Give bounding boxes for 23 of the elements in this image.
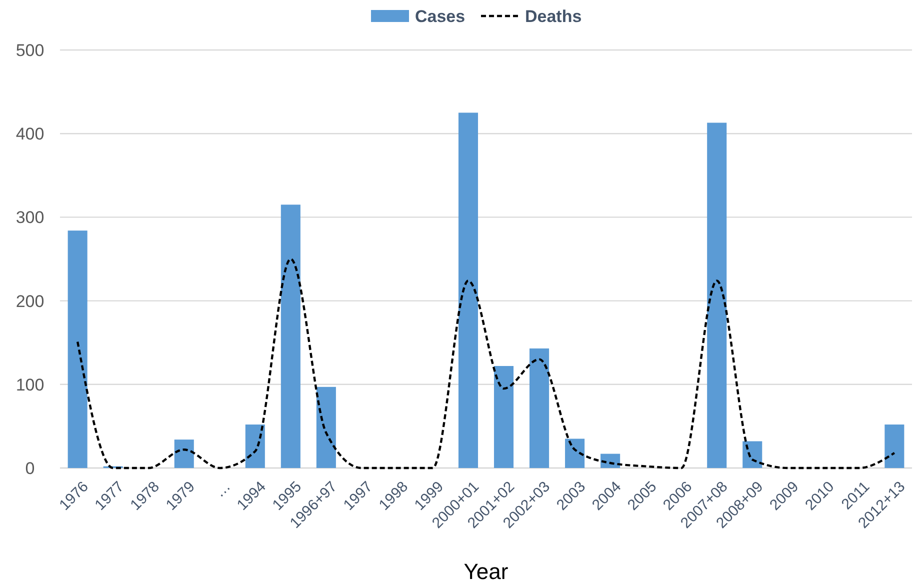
bar [245,424,265,468]
bar [458,112,478,468]
bar [530,348,550,468]
y-tick-label: 500 [16,40,44,60]
y-tick-label: 400 [16,124,44,144]
bar [742,441,762,468]
y-tick-label: 100 [16,375,44,394]
x-tick-label: … [211,478,234,501]
legend-label: Cases [415,6,466,26]
bar [280,204,300,468]
legend-label: Deaths [525,6,582,26]
bar [316,386,336,468]
bar [707,122,727,468]
x-axis-title: Year [464,559,508,584]
y-tick-label: 200 [16,292,44,311]
bar [565,438,585,468]
bar [174,440,194,468]
y-tick-label: 0 [25,458,35,478]
bar [884,424,904,468]
bar [494,366,514,468]
y-tick-label: 300 [16,208,44,228]
bar [68,230,88,468]
line-series [76,258,896,470]
